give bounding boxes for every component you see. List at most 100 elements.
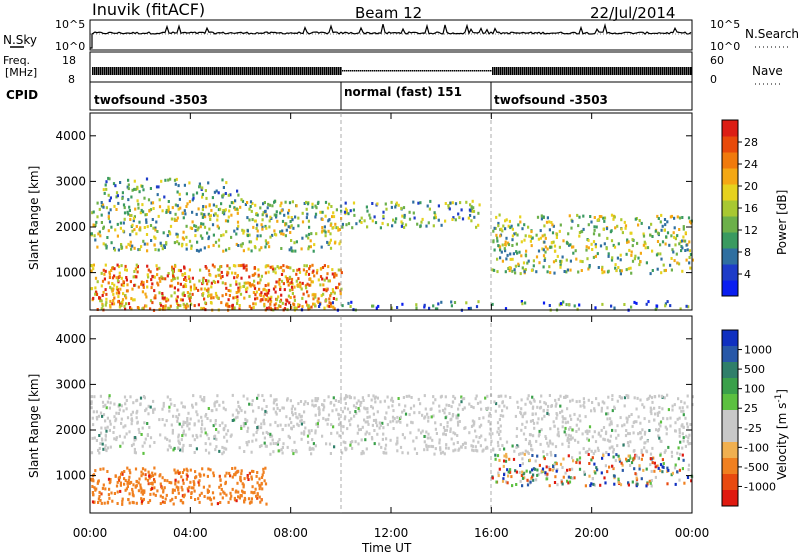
heatmap-cell (263, 201, 266, 204)
heatmap-cell (230, 235, 233, 239)
heatmap-cell (264, 271, 267, 275)
heatmap-cell (217, 273, 220, 277)
heatmap-cell (164, 178, 167, 182)
heatmap-cell (174, 478, 177, 482)
heatmap-cell (247, 247, 250, 251)
heatmap-cell (404, 223, 408, 227)
colorbar-swatch (722, 248, 738, 265)
heatmap-cell (161, 294, 164, 297)
heatmap-cell (168, 230, 171, 234)
heatmap-cell (193, 483, 196, 487)
heatmap-cell (343, 417, 346, 421)
heatmap-cell (190, 244, 193, 248)
freq-mark (498, 67, 500, 75)
freq-mark (500, 67, 502, 75)
heatmap-cell (258, 287, 261, 291)
heatmap-cell (303, 264, 306, 268)
heatmap-cell (233, 206, 236, 210)
heatmap-cell (163, 307, 167, 311)
heatmap-cell (445, 403, 448, 407)
heatmap-cell (217, 296, 220, 300)
heatmap-cell (362, 399, 365, 402)
heatmap-cell (165, 208, 168, 212)
heatmap-cell (525, 469, 528, 473)
heatmap-cell (342, 425, 345, 429)
heatmap-cell (430, 415, 433, 419)
heatmap-cell (679, 307, 682, 311)
heatmap-cell (135, 501, 138, 505)
heatmap-cell (590, 449, 593, 453)
heatmap-cell (236, 189, 239, 193)
heatmap-cell (317, 297, 320, 301)
freq-mark (356, 70, 358, 72)
heatmap-cell (233, 473, 236, 477)
heatmap-cell (571, 467, 574, 471)
heatmap-cell (356, 424, 360, 428)
heatmap-cell (514, 271, 517, 275)
heatmap-cell (186, 469, 189, 473)
heatmap-cell (655, 428, 658, 432)
heatmap-cell (674, 243, 677, 247)
heatmap-cell (193, 287, 196, 291)
heatmap-cell (136, 270, 139, 274)
colorbar-swatch (722, 152, 738, 169)
heatmap-cell (190, 496, 193, 499)
heatmap-cell (689, 442, 692, 445)
heatmap-cell (392, 409, 395, 413)
freq-mark (582, 67, 584, 75)
freq-mark (328, 67, 330, 75)
heatmap-cell (133, 447, 136, 451)
heatmap-cell (539, 229, 542, 233)
colorbar-tick-label: -25 (744, 422, 762, 435)
heatmap-cell (131, 229, 134, 233)
heatmap-cell (600, 471, 603, 475)
heatmap-cell (423, 394, 426, 398)
heatmap-cell (127, 183, 130, 187)
x-axis-label: Time UT (361, 541, 412, 554)
freq-mark (202, 67, 204, 75)
heatmap-cell (247, 440, 250, 444)
heatmap-cell (288, 288, 292, 292)
heatmap-cell (282, 282, 285, 286)
heatmap-cell (321, 403, 324, 407)
heatmap-cell (200, 222, 203, 226)
freq-mark (610, 67, 612, 75)
heatmap-cell (288, 201, 292, 205)
heatmap-cell (427, 444, 430, 448)
heatmap-cell (521, 266, 524, 270)
heatmap-cell (291, 411, 294, 414)
heatmap-cell (687, 436, 690, 440)
freq-mark (130, 67, 132, 75)
heatmap-cell (528, 442, 531, 446)
heatmap-cell (152, 399, 155, 403)
heatmap-cell (379, 400, 382, 404)
heatmap-cell (443, 452, 446, 456)
heatmap-cell (176, 190, 179, 194)
freq-mark (682, 67, 684, 75)
heatmap-cell (170, 284, 174, 288)
heatmap-cell (121, 191, 124, 195)
heatmap-cell (560, 480, 563, 484)
freq-mark (392, 70, 394, 72)
heatmap-cell (187, 411, 190, 415)
heatmap-cell (91, 500, 95, 504)
heatmap-cell (593, 409, 596, 413)
heatmap-cell (571, 245, 574, 249)
heatmap-cell (518, 452, 521, 456)
heatmap-cell (564, 396, 567, 399)
freq-mark (454, 70, 456, 72)
heatmap-cell (318, 408, 321, 412)
heatmap-cell (674, 463, 677, 467)
heatmap-cell (593, 430, 596, 434)
heatmap-cell (176, 216, 179, 220)
heatmap-cell (508, 269, 511, 273)
heatmap-cell (243, 496, 246, 500)
heatmap-cell (124, 264, 127, 268)
heatmap-cell (605, 247, 608, 251)
heatmap-cell (376, 202, 379, 206)
heatmap-cell (528, 458, 531, 462)
heatmap-cell (596, 252, 599, 256)
heatmap-cell (450, 417, 453, 421)
heatmap-cell (270, 434, 274, 438)
heatmap-cell (210, 409, 213, 413)
